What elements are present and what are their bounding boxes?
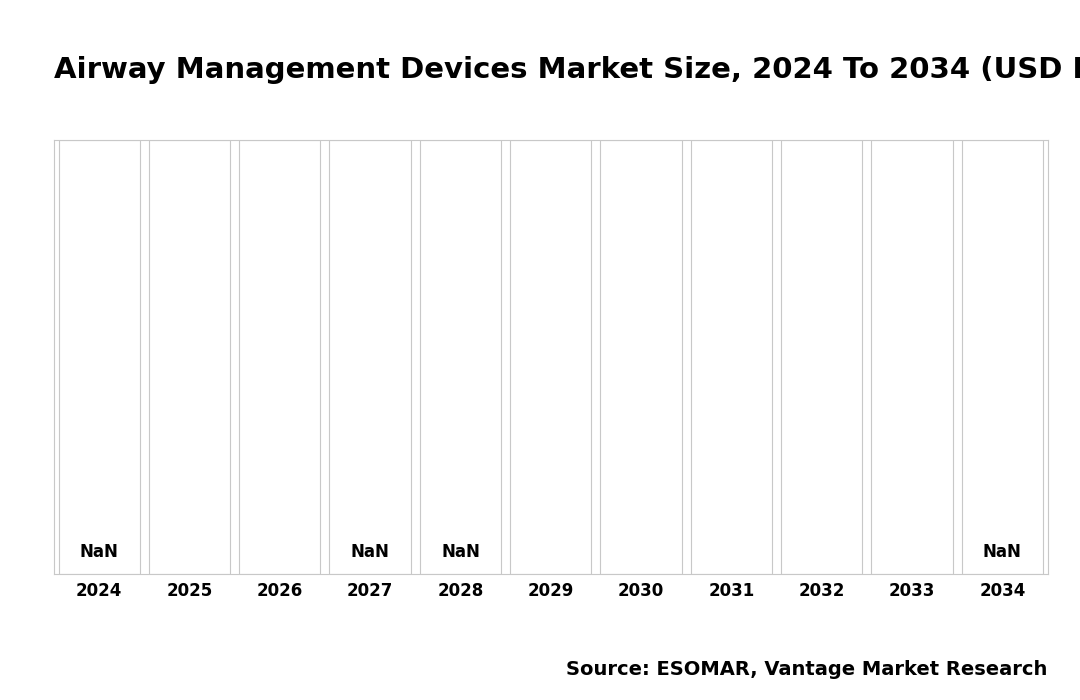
Bar	[329, 140, 410, 574]
Bar	[781, 140, 863, 574]
Bar	[872, 140, 953, 574]
Text: NaN: NaN	[441, 543, 480, 561]
Bar	[58, 140, 139, 574]
Bar	[510, 140, 592, 574]
Text: Airway Management Devices Market Size, 2024 To 2034 (USD Billion): Airway Management Devices Market Size, 2…	[54, 56, 1080, 84]
Text: Source: ESOMAR, Vantage Market Research: Source: ESOMAR, Vantage Market Research	[566, 660, 1048, 679]
Bar	[962, 140, 1043, 574]
Bar	[691, 140, 772, 574]
Text: NaN: NaN	[983, 543, 1022, 561]
Text: NaN: NaN	[80, 543, 119, 561]
Bar	[420, 140, 501, 574]
Bar	[239, 140, 321, 574]
Bar	[149, 140, 230, 574]
Text: NaN: NaN	[351, 543, 390, 561]
Bar	[600, 140, 681, 574]
